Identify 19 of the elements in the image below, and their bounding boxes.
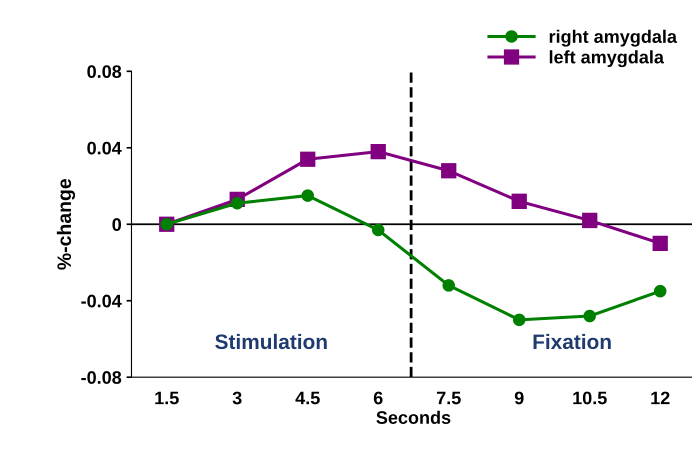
x-tick-label: 9 xyxy=(514,392,524,404)
y-tick-label: 0.08 xyxy=(87,65,122,78)
x-tick-label: 6 xyxy=(374,392,383,404)
legend-label: left amygdala xyxy=(550,50,664,68)
annotation: Stimulation xyxy=(215,334,327,350)
y-tick-label: 0 xyxy=(112,218,122,231)
x-tick-label: 3 xyxy=(232,392,242,404)
x-tick-label: 1.5 xyxy=(155,392,179,404)
y-tick-label: -0.04 xyxy=(81,294,122,308)
y-tick-label: 0.04 xyxy=(87,142,122,154)
x-tick-label: 12 xyxy=(651,392,670,404)
x-tick-label: 7.5 xyxy=(436,392,461,404)
y-tick-label: -0.08 xyxy=(81,371,122,384)
annotation: Fixation xyxy=(534,334,611,350)
x-tick-label: 4.5 xyxy=(295,392,320,404)
x-axis-title: Seconds xyxy=(376,410,450,424)
legend-label: right amygdala xyxy=(550,30,678,47)
y-axis-title: %-change xyxy=(56,178,76,270)
x-tick-label: 10.5 xyxy=(573,392,607,404)
